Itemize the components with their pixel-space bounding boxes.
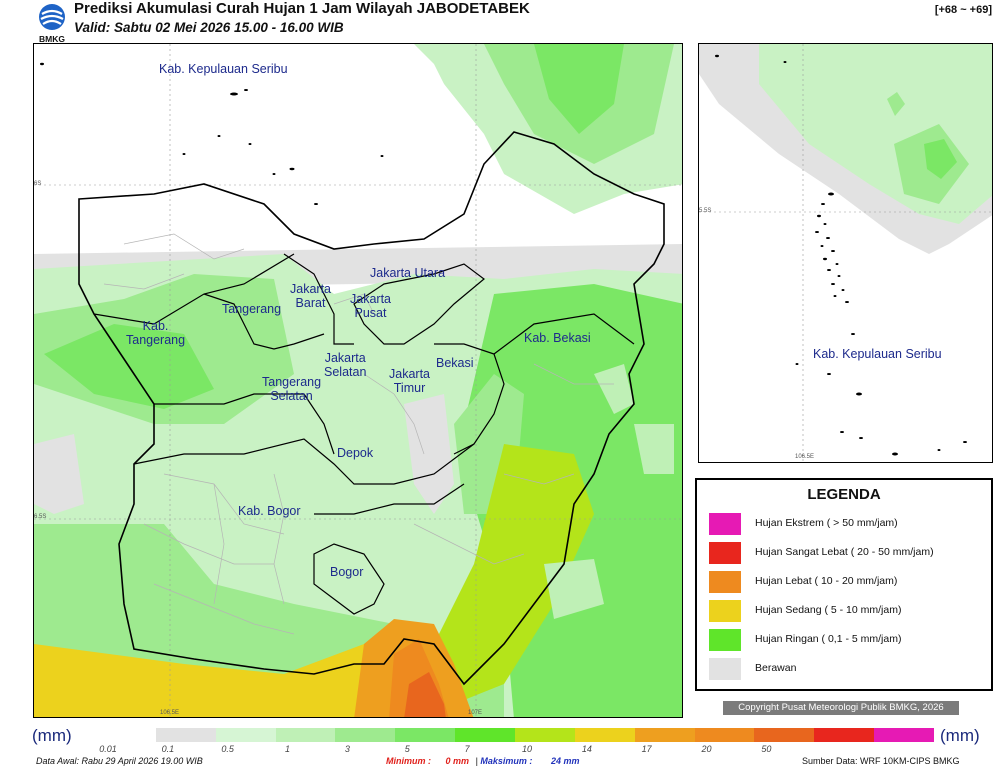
colorbar-segment — [275, 728, 336, 742]
colorbar-tick-label: 7 — [464, 744, 470, 754]
tick-lat-6s: 6S — [34, 181, 42, 187]
footer-data-awal: Data Awal: Rabu 29 April 2026 19.00 WIB — [36, 756, 203, 766]
footer-minmax: Minimum : 0 mm | Maksimum : 24 mm — [386, 756, 579, 766]
colorbar — [96, 728, 935, 742]
colorbar-unit-right: (mm) — [940, 726, 980, 745]
jabodetabek-boundary — [78, 131, 665, 686]
legend-item-berawan: Berawan — [709, 658, 989, 680]
legend-item-ringan: Hujan Ringan ( 0,1 - 5 mm/jam) — [709, 629, 989, 651]
tick-lon-106-5e: 106.5E — [160, 710, 180, 716]
district-boundaries — [103, 233, 614, 635]
legend-title: LEGENDA — [807, 486, 881, 503]
inset-region-label: Kab. Kepulauan Seribu — [813, 347, 942, 361]
region-label-bogor: Bogor — [330, 565, 364, 579]
footer-minimum-label: Minimum : — [386, 756, 431, 766]
legend-label-sedang: Hujan Sedang ( 5 - 10 mm/jam) — [755, 604, 902, 616]
region-label-depok: Depok — [337, 446, 374, 460]
colorbar-tick-label: 0.5 — [221, 744, 234, 754]
footer-source: Sumber Data: WRF 10KM-CIPS BMKG — [802, 756, 960, 766]
inset-gridlines — [699, 44, 992, 462]
inset-rainfall-field — [699, 44, 992, 254]
legend-label-ekstrem: Hujan Ekstrem ( > 50 mm/jam) — [755, 517, 898, 529]
inset-islands — [715, 54, 967, 456]
legend-item-sedang: Hujan Sedang ( 5 - 10 mm/jam) — [709, 600, 989, 622]
colorbar-segment — [155, 728, 216, 742]
bmkg-logo: BMKG — [34, 2, 70, 44]
forecast-hour-range: [+68 ~ +69] — [934, 4, 992, 16]
colorbar-segment — [874, 728, 935, 742]
legend-label-lebat: Hujan Lebat ( 10 - 20 mm/jam) — [755, 575, 898, 587]
colorbar-tick-label: 14 — [581, 744, 592, 754]
legend-item-lebat: Hujan Lebat ( 10 - 20 mm/jam) — [709, 571, 989, 593]
region-label-kab-kepulauan-seribu: Kab. Kepulauan Seribu — [159, 62, 288, 76]
colorbar-segment — [395, 728, 456, 742]
legend-swatch-sedang — [709, 600, 741, 622]
legend-swatch-lebat — [709, 571, 741, 593]
colorbar-tick-label: 50 — [761, 744, 772, 754]
legend-swatch-ringan — [709, 629, 741, 651]
colorbar-tick-label: 10 — [521, 744, 532, 754]
colorbar-segment — [215, 728, 276, 742]
colorbar-segment — [814, 728, 875, 742]
region-label-bekasi: Bekasi — [436, 356, 474, 370]
kepulauan-seribu-islands — [40, 62, 384, 205]
colorbar-segment — [515, 728, 575, 742]
inset-tick-lon: 106.5E — [795, 454, 815, 460]
colorbar-segment — [634, 728, 695, 742]
main-map: Kab. Kepulauan Seribu Jakarta Utara Jaka… — [33, 43, 683, 718]
region-label-tangerang-selatan: Tangerang Selatan — [262, 375, 322, 403]
colorbar-tick-label: 17 — [641, 744, 652, 754]
colorbar-tick-label: 0.1 — [161, 744, 175, 754]
footer-minimum-value: 0 mm — [445, 756, 470, 766]
tick-lat-6-5s: 6.5S — [34, 514, 47, 520]
region-label-jakarta-selatan: Jakarta Selatan — [324, 351, 367, 379]
colorbar-unit-left: (mm) — [32, 726, 72, 745]
colorbar-segment — [96, 728, 156, 742]
region-label-kab-tangerang: Kab. Tangerang — [126, 319, 186, 347]
footer-maximum-label: Maksimum : — [480, 756, 533, 766]
colorbar-tick-label: 1 — [285, 744, 291, 754]
legend-panel: LEGENDA Hujan Ekstrem ( > 50 mm/jam) Huj… — [695, 478, 993, 691]
inset-map-kepulauan-seribu: Kab. Kepulauan Seribu 5.5S 106.5E — [698, 43, 993, 463]
region-label-jakarta-barat: Jakarta Barat — [290, 282, 331, 310]
legend-label-ringan: Hujan Ringan ( 0,1 - 5 mm/jam) — [755, 633, 902, 645]
region-label-jakarta-pusat: Jakarta Pusat — [350, 292, 391, 320]
legend-swatch-berawan — [709, 658, 741, 680]
colorbar-segment — [694, 728, 755, 742]
legend-label-sangat-lebat: Hujan Sangat Lebat ( 20 - 50 mm/jam) — [755, 546, 934, 558]
colorbar-tick-label: 5 — [404, 744, 410, 754]
footer-separator: | — [475, 756, 478, 766]
region-label-tangerang: Tangerang — [222, 302, 282, 316]
legend-item-sangat-lebat: Hujan Sangat Lebat ( 20 - 50 mm/jam) — [709, 542, 989, 564]
legend-label-berawan: Berawan — [755, 662, 797, 674]
admin-boundaries — [93, 253, 635, 615]
inset-tick-lat: 5.5S — [699, 208, 712, 214]
colorbar-segment — [455, 728, 516, 742]
footer-maximum-value: 24 mm — [550, 756, 580, 766]
rainfall-field — [34, 44, 682, 717]
region-label-jakarta-utara: Jakarta Utara — [370, 266, 446, 280]
colorbar-segment — [335, 728, 396, 742]
legend-swatch-sangat-lebat — [709, 542, 741, 564]
colorbar-tick-label: 3 — [344, 744, 350, 754]
colorbar-segment — [574, 728, 635, 742]
region-label-kab-bekasi: Kab. Bekasi — [524, 331, 591, 345]
bmkg-logo-text: BMKG — [39, 34, 65, 44]
region-label-kab-bogor: Kab. Bogor — [238, 504, 301, 518]
valid-time: Valid: Sabtu 02 Mei 2026 15.00 - 16.00 W… — [74, 20, 344, 35]
colorbar-segment — [754, 728, 815, 742]
copyright-notice: Copyright Pusat Meteorologi Publik BMKG,… — [723, 701, 959, 715]
colorbar-tick-label: 20 — [701, 744, 712, 754]
colorbar-tick-label: 0.01 — [99, 744, 117, 754]
map-gridlines — [34, 44, 682, 717]
region-label-jakarta-timur: Jakarta Timur — [389, 367, 430, 395]
legend-swatch-ekstrem — [709, 513, 741, 535]
tick-lon-107e: 107E — [468, 710, 483, 716]
legend-item-ekstrem: Hujan Ekstrem ( > 50 mm/jam) — [709, 513, 989, 535]
page-title: Prediksi Akumulasi Curah Hujan 1 Jam Wil… — [74, 0, 530, 17]
